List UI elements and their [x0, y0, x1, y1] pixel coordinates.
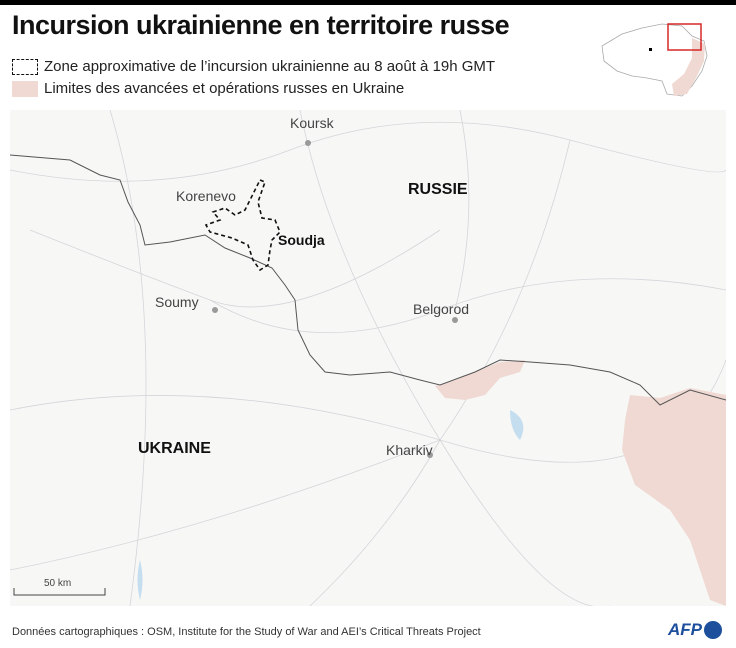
legend-label: Limites des avancées et opérations russe… — [44, 80, 405, 97]
dashed-swatch-icon — [12, 58, 38, 75]
border-line — [10, 154, 726, 406]
legend-label: Zone approximative de l’incursion ukrain… — [44, 58, 496, 75]
inset-frame — [667, 23, 702, 51]
occupied-area-east — [622, 388, 726, 606]
afp-dot-icon — [704, 621, 722, 639]
occupied-area-belgorod — [435, 360, 525, 400]
city-label-kharkiv: Kharkiv — [386, 442, 433, 458]
page-title: Incursion ukrainienne en territoire russ… — [12, 10, 510, 40]
afp-logo: AFP — [668, 620, 722, 640]
city-label-koursk: Koursk — [290, 115, 335, 131]
top-bar — [0, 0, 736, 5]
locator-inset-map — [601, 23, 708, 97]
afp-logo-text: AFP — [668, 620, 702, 639]
scale-bar: 50 km — [13, 578, 106, 596]
legend-russian-advances: Limites des avancées et opérations russe… — [12, 80, 404, 97]
incursion-zone — [204, 178, 281, 272]
city-dots — [212, 140, 458, 458]
source-credit: Données cartographiques : OSM, Institute… — [12, 626, 481, 638]
legend-incursion: Zone approximative de l’incursion ukrain… — [12, 58, 495, 75]
map[interactable]: Koursk Korenevo Soudja Soumy Belgorod Kh… — [10, 110, 726, 606]
city-label-korenevo: Korenevo — [176, 188, 236, 204]
country-label-russie: RUSSIE — [408, 181, 468, 198]
water — [137, 410, 524, 600]
city-label-soudja: Soudja — [278, 232, 325, 248]
city-label-belgorod: Belgorod — [413, 301, 469, 317]
pink-swatch-icon — [12, 80, 38, 97]
city-label-soumy: Soumy — [155, 294, 199, 310]
scale-label: 50 km — [44, 578, 71, 589]
country-label-ukraine: UKRAINE — [138, 440, 211, 457]
